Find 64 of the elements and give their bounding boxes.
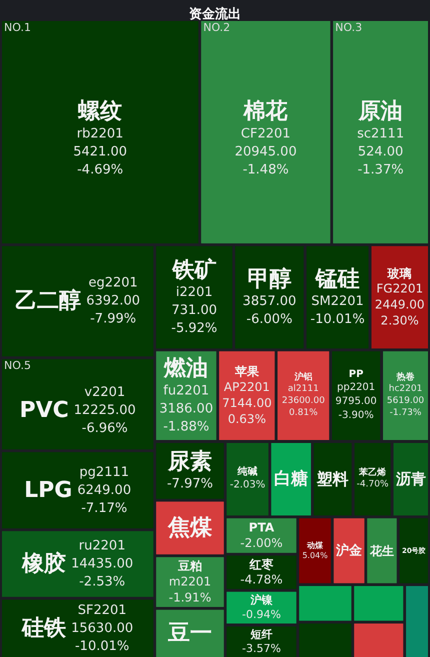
category-label: 原油 (358, 99, 403, 124)
category-label: PVC (19, 398, 69, 424)
data-label: -2.03% (230, 480, 266, 491)
data-label: sc2111 524.00 -1.37% (357, 126, 404, 178)
category-label: 螺纹 (77, 99, 122, 124)
category-label: 花生 (368, 544, 394, 558)
category-label: 沥青 (394, 470, 426, 488)
data-label: m2201 -1.91% (168, 574, 212, 604)
data-label: i2201 731.00 -5.92% (171, 284, 218, 336)
category-label: 燃油 (163, 356, 208, 382)
text: 资金流出 (189, 6, 241, 22)
category-label: 棉花 (242, 99, 289, 124)
data-label: -4.78% (240, 572, 283, 587)
category-label: 塑料 (316, 470, 349, 489)
data-label: SM2201 -10.01% (310, 294, 365, 327)
category-label: PP (348, 369, 364, 380)
data-label: -7.97% (166, 476, 213, 492)
category-label: 苹果 (234, 364, 260, 379)
data-label: al2111 23600.00 0.81% (282, 384, 326, 418)
category-label: 锰硅 (314, 266, 360, 292)
data-label: FG2201 2449.00 2.30% (374, 281, 425, 328)
data-label: 5.04% (302, 551, 328, 560)
data-label: pp2201 9795.00 -3.90% (335, 382, 377, 422)
category-label: 铁矿 (171, 256, 216, 283)
category-label: 橡胶 (21, 550, 66, 576)
data-label: pg2111 6249.00 -7.17% (77, 464, 132, 516)
category-label: 玻璃 (386, 266, 412, 280)
category-label: 红枣 (248, 557, 274, 572)
data-label: -3.57% (242, 642, 281, 655)
text: NO.5 (4, 359, 31, 372)
data-label: ru2201 14435.00 -2.53% (71, 538, 134, 590)
category-label: 动煤 (306, 540, 324, 550)
data-label: 3857.00 -6.00% (242, 294, 296, 327)
data-label: hc2201 5619.00 -1.73% (386, 384, 424, 418)
category-label: 沪铝 (293, 372, 312, 383)
data-label: eg2201 6392.00 -7.99% (86, 276, 140, 327)
data-label: -0.94% (242, 608, 281, 621)
category-label: 沪金 (335, 542, 364, 558)
category-label: 甲醇 (247, 266, 292, 292)
data-label: fu2201 3186.00 -1.88% (159, 383, 214, 434)
category-label: 纯碱 (236, 466, 258, 478)
category-label: 热卷 (396, 372, 415, 383)
category-label: 豆粕 (176, 559, 202, 574)
data-label: -4.70% (356, 480, 389, 490)
category-label: 豆一 (166, 620, 212, 646)
data-label: AP2201 7144.00 0.63% (222, 380, 272, 426)
category-label: 苯乙烯 (358, 467, 386, 478)
category-label: PTA (248, 520, 275, 535)
category-label: 硅铁 (21, 616, 68, 641)
data-label: -2.00% (240, 536, 283, 550)
category-label: 焦煤 (166, 515, 213, 540)
category-label: 尿素 (166, 449, 212, 474)
text: NO.3 (335, 21, 362, 34)
category-label: 短纤 (249, 628, 272, 641)
category-label: 白糖 (274, 469, 308, 490)
data-label: SF2201 15630.00 -10.01% (71, 602, 134, 654)
text: NO.2 (203, 21, 230, 34)
text: NO.1 (4, 21, 31, 34)
data-label: rb2201 5421.00 -4.69% (73, 126, 127, 178)
category-label: 沪镍 (249, 594, 274, 607)
data-label: CF2201 20945.00 -1.48% (234, 126, 297, 178)
category-label: 乙二醇 (15, 288, 82, 314)
category-label: LPG (24, 478, 72, 503)
data-label: v2201 12225.00 -6.96% (74, 385, 136, 436)
